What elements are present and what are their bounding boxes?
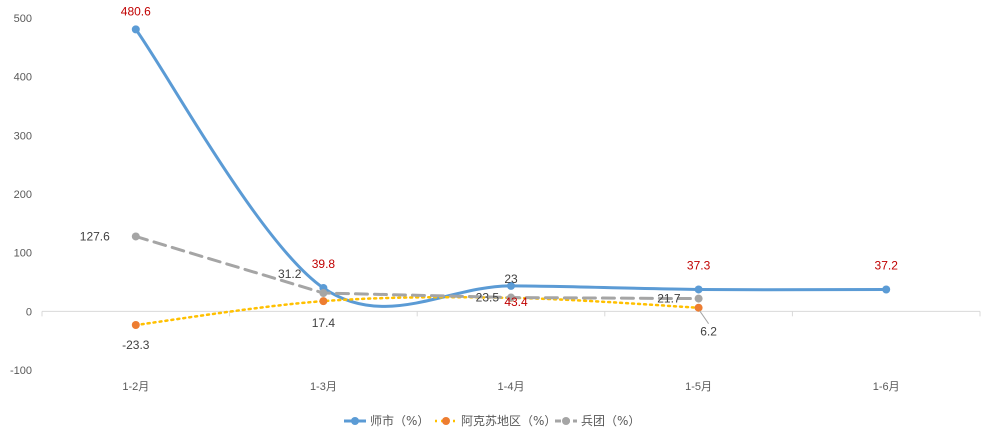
legend-marker	[562, 417, 570, 425]
legend-item: 师市（%）	[344, 413, 429, 428]
data-point	[694, 303, 703, 312]
legend-marker	[442, 417, 450, 425]
legend-label: 师市（%）	[370, 413, 429, 428]
data-label: 6.2	[700, 325, 717, 339]
data-label: 37.3	[687, 258, 711, 272]
data-point	[319, 289, 328, 298]
data-point	[319, 297, 328, 306]
data-label: 21.7	[657, 292, 681, 306]
label-leader-line	[699, 310, 710, 324]
axes: -100 0 100 200 300 400 500 1-2月 1-3月 1-4月 1-5月 1-6月	[10, 13, 981, 393]
x-tick-label: 1-5月	[685, 381, 712, 393]
series-layer	[131, 25, 891, 330]
data-point	[131, 25, 140, 34]
series-line-1	[134, 295, 700, 327]
y-tick-label: 400	[14, 72, 32, 84]
y-tick-label: 300	[14, 130, 32, 142]
data-label: 39.8	[312, 257, 336, 271]
data-label: 127.6	[80, 229, 110, 243]
data-labels: 480.6 39.8 43.4 37.3 37.2 -23.3 17.4 23 6.2 127.6…	[80, 4, 898, 352]
data-point	[507, 293, 515, 302]
y-tick-label: -100	[10, 365, 32, 377]
data-point	[882, 285, 891, 294]
legend-label: 兵团（%）	[581, 414, 640, 428]
x-tick-label: 1-6月	[873, 381, 900, 393]
legend-item: 阿克苏地区（%）	[435, 414, 556, 428]
data-label: 31.2	[278, 267, 302, 281]
x-tick-label: 1-3月	[310, 381, 337, 393]
series-line-0	[134, 27, 888, 308]
data-point	[131, 232, 140, 241]
series-line-2	[134, 234, 701, 301]
y-tick-label: 200	[14, 189, 32, 201]
data-label: 23	[504, 272, 518, 286]
x-tick-label: 1-2月	[122, 381, 149, 393]
data-label: 23.5	[476, 291, 500, 305]
data-label: 480.6	[121, 4, 151, 18]
legend: 师市（%） 阿克苏地区（%） 兵团（%）	[344, 413, 640, 428]
x-tick-label: 1-4月	[498, 381, 525, 393]
y-tick-label: 0	[26, 306, 32, 318]
data-point	[694, 294, 703, 303]
data-label: 43.4	[504, 295, 528, 309]
data-label: 17.4	[312, 316, 336, 330]
data-point	[694, 285, 703, 294]
data-point	[507, 281, 515, 290]
data-label: -23.3	[122, 338, 150, 352]
legend-marker	[351, 417, 359, 425]
legend-item: 兵团（%）	[555, 414, 640, 428]
y-tick-label: 500	[14, 13, 32, 25]
data-point	[131, 321, 140, 330]
y-tick-label: 100	[14, 248, 32, 260]
data-label: 37.2	[875, 259, 899, 273]
legend-label: 阿克苏地区（%）	[461, 414, 556, 428]
